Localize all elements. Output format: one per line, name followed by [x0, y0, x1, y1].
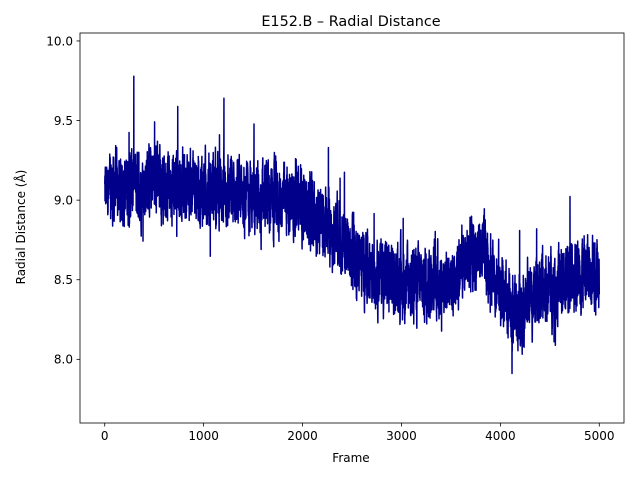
x-axis-label: Frame — [332, 451, 369, 465]
chart-title: E152.B – Radial Distance — [261, 14, 440, 30]
y-tick-label: 8.0 — [54, 353, 73, 367]
x-tick-label: 3000 — [386, 429, 417, 443]
y-tick-label: 10.0 — [46, 34, 73, 48]
y-tick-label: 9.5 — [54, 114, 73, 128]
y-tick-label: 9.0 — [54, 193, 73, 207]
x-tick-label: 0 — [101, 429, 109, 443]
plot-area — [103, 75, 601, 375]
y-tick-label: 8.5 — [54, 273, 73, 287]
axes-frame — [79, 32, 625, 424]
y-axis-label: Radial Distance (Å) — [13, 170, 28, 285]
axes: 0 1000 2000 3000 4000 5000 8.0 8.5 9.0 9.5 10.0 — [46, 32, 625, 443]
series-line — [103, 75, 601, 375]
x-tick-label: 4000 — [485, 429, 516, 443]
x-tick-label: 5000 — [584, 429, 615, 443]
x-tick-label: 2000 — [287, 429, 318, 443]
x-tick-label: 1000 — [188, 429, 219, 443]
